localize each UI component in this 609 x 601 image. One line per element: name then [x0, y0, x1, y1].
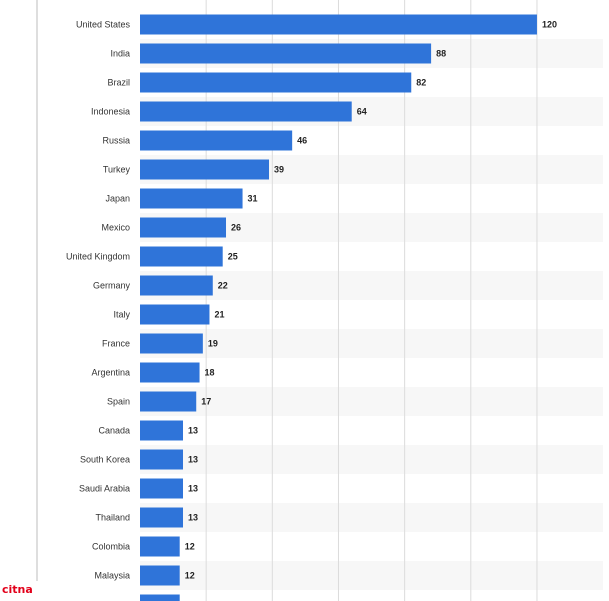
category-label: Canada — [98, 426, 130, 436]
bar — [140, 449, 184, 470]
category-label: United Kingdom — [66, 252, 130, 262]
bar — [140, 159, 270, 180]
category-label: Colombia — [92, 542, 130, 552]
bar — [140, 304, 210, 325]
value-label: 21 — [214, 310, 224, 320]
bar — [140, 362, 200, 383]
row-band — [140, 561, 603, 590]
value-label: 120 — [542, 20, 557, 30]
category-label: Turkey — [103, 165, 131, 175]
category-label: South Korea — [80, 455, 130, 465]
value-label: 88 — [436, 49, 446, 59]
category-label: Malaysia — [94, 571, 130, 581]
bar — [140, 275, 213, 296]
category-label: United States — [76, 20, 131, 30]
value-label: 25 — [228, 252, 238, 262]
value-label: 26 — [231, 223, 241, 233]
bar — [140, 420, 184, 441]
value-label: 13 — [188, 426, 198, 436]
bar — [140, 43, 432, 64]
row-band — [140, 503, 603, 532]
row-bands — [140, 39, 603, 590]
value-label: 31 — [248, 194, 258, 204]
value-labels: 120 88 82 64 46 39 31 26 25 22 21 19 18 17 13 13 13 13 12 1… — [185, 20, 557, 601]
watermark-logo: citna — [2, 581, 42, 601]
category-label: India — [110, 49, 130, 59]
value-label: 22 — [218, 281, 228, 291]
row-band — [140, 329, 603, 358]
value-label: 18 — [205, 368, 215, 378]
category-label: France — [102, 339, 130, 349]
value-label: 12 — [185, 571, 195, 581]
bar — [140, 333, 203, 354]
bar — [140, 536, 180, 557]
category-label: Japan — [105, 194, 130, 204]
category-labels: United States India Brazil Indonesia Russia T… — [66, 20, 131, 601]
value-label: 17 — [201, 397, 211, 407]
category-label: Brazil — [107, 78, 130, 88]
bar — [140, 565, 180, 586]
category-label: Saudi Arabia — [79, 484, 130, 494]
category-label: Indonesia — [91, 107, 130, 117]
value-label: 13 — [188, 513, 198, 523]
bar — [140, 594, 180, 601]
value-label: 12 — [185, 542, 195, 552]
row-band — [140, 445, 603, 474]
category-label: Thailand — [95, 513, 130, 523]
value-label: 12 — [185, 600, 195, 601]
bar — [140, 391, 197, 412]
bar — [140, 72, 412, 93]
bar — [140, 101, 352, 122]
category-label: Spain — [107, 397, 130, 407]
value-label: 19 — [208, 339, 218, 349]
category-label: Ukraine — [99, 600, 130, 601]
category-label: Russia — [102, 136, 130, 146]
value-label: 13 — [188, 455, 198, 465]
row-band — [140, 271, 603, 300]
bar — [140, 188, 243, 209]
gridlines — [36, 0, 538, 601]
bar — [140, 478, 184, 499]
category-label: Argentina — [91, 368, 130, 378]
value-label: 64 — [357, 107, 367, 117]
bar — [140, 217, 227, 238]
bar — [140, 246, 223, 267]
value-label: 13 — [188, 484, 198, 494]
value-label: 39 — [274, 165, 284, 175]
watermark-text: citna — [2, 583, 33, 596]
value-label: 82 — [416, 78, 426, 88]
category-label: Mexico — [101, 223, 130, 233]
bar — [140, 507, 184, 528]
value-label: 46 — [297, 136, 307, 146]
bar — [140, 14, 537, 35]
category-label: Italy — [113, 310, 130, 320]
bars — [140, 14, 537, 601]
row-band — [140, 387, 603, 416]
category-label: Germany — [93, 281, 131, 291]
bar — [140, 130, 293, 151]
